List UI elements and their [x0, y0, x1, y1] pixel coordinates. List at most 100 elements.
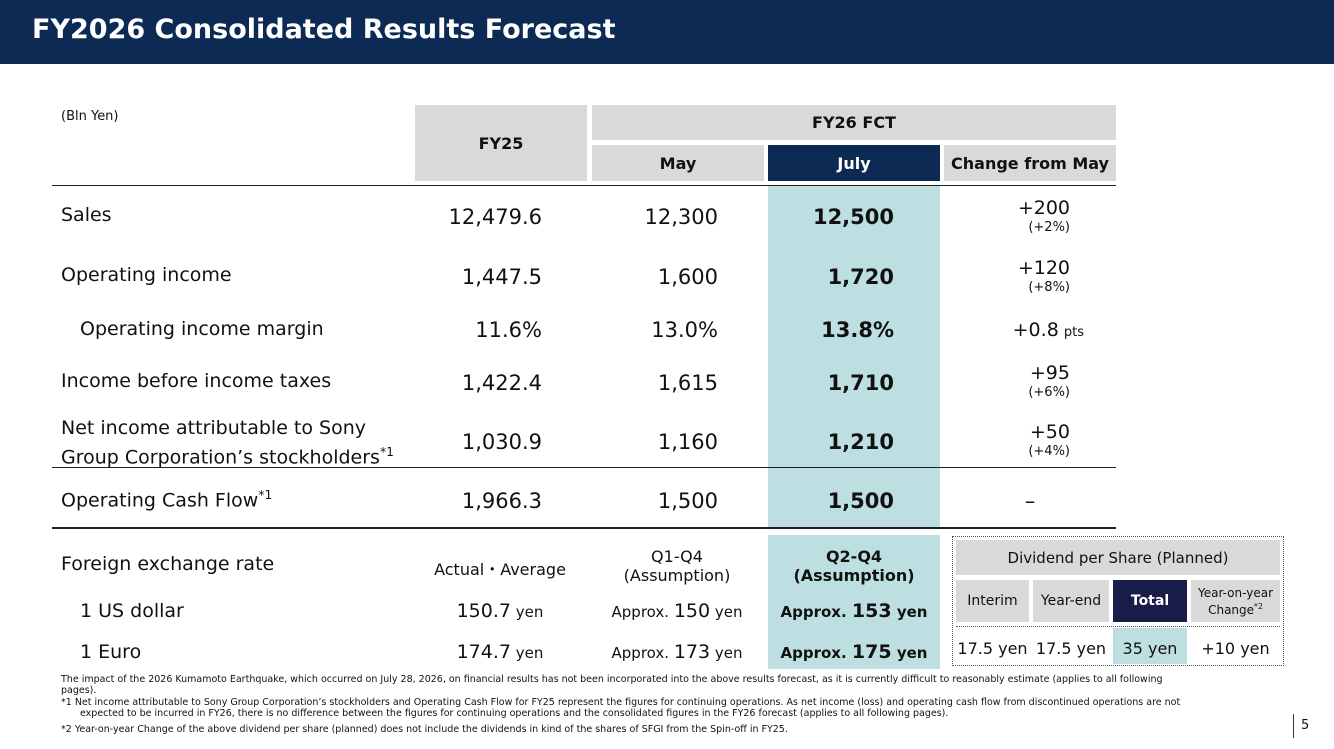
fx-usd-fy25-value: 150.7 [456, 600, 511, 622]
fx-usd-label: 1 US dollar [80, 600, 184, 622]
operating-margin-fy25: 11.6% [475, 318, 542, 342]
fx-usd-may-value: 150 [673, 600, 711, 622]
operating-income-change: +120 (+8%) [970, 257, 1070, 295]
operating-income-change-pct: (+8%) [1028, 280, 1070, 295]
approx-text: Approx. [780, 603, 847, 621]
header-fy26-fct: FY26 FCT [592, 105, 1116, 140]
fx-july-header-line1: Q2-Q4 [825, 547, 883, 566]
operating-margin-may: 13.0% [651, 318, 718, 342]
net-income-may: 1,160 [657, 430, 718, 454]
approx-text: Approx. [780, 644, 847, 662]
income-before-taxes-change-value: +95 [1029, 362, 1070, 384]
sales-change-pct: (+2%) [1028, 220, 1070, 235]
fx-fy25-header: Actual・Average [434, 560, 566, 579]
fx-usd-july: Approx. 153 yen [768, 600, 940, 622]
fx-usd-july-value: 153 [851, 600, 892, 622]
sales-change: +200 (+2%) [970, 197, 1070, 235]
operating-income-fy25: 1,447.5 [461, 265, 542, 289]
yen-unit: yen [714, 644, 743, 662]
operating-margin-change-value: +0.8 [1012, 319, 1059, 341]
fx-may-header: Q1-Q4 (Assumption) [600, 547, 754, 585]
dividend-total-highlight [1113, 628, 1187, 664]
fx-eur-may: Approx. 173 yen [600, 641, 754, 663]
header-fy25: FY25 [415, 105, 587, 181]
row-label-operating-cash-flow: Operating Cash Flow*1 [61, 488, 272, 511]
dividend-year-end-header: Year-end [1033, 580, 1109, 622]
dividend-year-end-value: 17.5 yen [1035, 639, 1107, 658]
approx-text: Approx. [611, 603, 670, 621]
fx-eur-fy25-value: 174.7 [456, 641, 511, 663]
fx-july-header: Q2-Q4 (Assumption) [768, 547, 940, 585]
july-column-highlight [768, 186, 940, 527]
dividend-interim-header: Interim [956, 580, 1029, 622]
net-income-footnote: *1 [379, 445, 394, 459]
income-before-taxes-may: 1,615 [657, 371, 718, 395]
header-may: May [592, 145, 764, 181]
unit-label: (Bln Yen) [61, 109, 119, 124]
fx-may-header-line2: (Assumption) [623, 566, 731, 585]
row-label-operating-income: Operating income [61, 264, 232, 286]
page-title: FY2026 Consolidated Results Forecast [32, 14, 616, 45]
sales-change-value: +200 [1017, 197, 1070, 219]
operating-cash-flow-may: 1,500 [657, 489, 718, 513]
fx-usd-may: Approx. 150 yen [600, 600, 754, 622]
fx-eur-label: 1 Euro [80, 641, 142, 663]
sales-may: 12,300 [644, 205, 718, 229]
sales-fy25: 12,479.6 [448, 205, 542, 229]
note-earthquake-cont: pages). [61, 685, 97, 696]
operating-margin-july: 13.8% [821, 318, 894, 342]
net-income-change: +50 (+4%) [970, 421, 1070, 459]
note-1-cont: expected to be incurred in FY26, there i… [80, 708, 949, 719]
table-mid-rule [52, 467, 1116, 468]
fx-eur-fy25: 174.7 yen [440, 641, 560, 663]
dividend-title: Dividend per Share (Planned) [956, 540, 1280, 575]
fx-may-header-line1: Q1-Q4 [651, 547, 703, 566]
income-before-taxes-change-pct: (+6%) [1028, 385, 1070, 400]
dividend-box [952, 536, 1284, 666]
operating-income-july: 1,720 [827, 265, 894, 289]
net-income-label-line2: Group Corporation’s stockholders [61, 446, 380, 469]
net-income-july: 1,210 [827, 430, 894, 454]
yen-unit: yen [714, 603, 743, 621]
fx-july-header-line2: (Assumption) [793, 566, 915, 585]
dividend-yoy-header: Year-on-year Change*2 [1191, 580, 1280, 622]
operating-cash-flow-july: 1,500 [827, 489, 894, 513]
table-bottom-rule [52, 527, 1116, 529]
dividend-yoy-value: +10 yen [1201, 639, 1270, 658]
net-income-change-value: +50 [1029, 421, 1070, 443]
yen-unit: yen [896, 644, 928, 662]
operating-income-may: 1,600 [657, 265, 718, 289]
dividend-interim-value: 17.5 yen [957, 639, 1028, 658]
dividend-yoy-line1: Year-on-year [1197, 585, 1274, 600]
fx-eur-may-value: 173 [673, 641, 711, 663]
net-income-label-line1: Net income attributable to Sony [61, 417, 367, 439]
row-label-operating-margin: Operating income margin [80, 318, 324, 340]
operating-cash-flow-fy25: 1,966.3 [461, 489, 542, 513]
yen-unit: yen [896, 603, 928, 621]
dividend-yoy-line2: Change [1208, 602, 1255, 617]
operating-cash-flow-label: Operating Cash Flow [61, 489, 259, 512]
note-1: *1 Net income attributable to Sony Group… [61, 697, 1181, 708]
row-label-sales: Sales [61, 204, 112, 226]
income-before-taxes-change: +95 (+6%) [970, 362, 1070, 400]
dividend-total-value: 35 yen [1122, 639, 1178, 658]
income-before-taxes-fy25: 1,422.4 [461, 371, 542, 395]
title-bar [0, 0, 1334, 64]
note-2: *2 Year-on-year Change of the above divi… [61, 724, 788, 735]
row-label-income-before-taxes: Income before income taxes [61, 370, 332, 392]
header-change-from-may: Change from May [944, 145, 1116, 181]
net-income-change-pct: (+4%) [1028, 444, 1070, 459]
operating-margin-change-unit: pts [1063, 325, 1084, 340]
operating-cash-flow-footnote: *1 [258, 488, 273, 502]
page-number-divider [1293, 714, 1294, 738]
row-label-net-income: Net income attributable to Sony Group Co… [61, 416, 394, 469]
income-before-taxes-july: 1,710 [827, 371, 894, 395]
fx-usd-fy25: 150.7 yen [440, 600, 560, 622]
page-number: 5 [1301, 718, 1310, 733]
dividend-divider [956, 626, 1280, 627]
net-income-fy25: 1,030.9 [461, 430, 542, 454]
yen-unit: yen [515, 603, 544, 621]
table-top-rule [52, 185, 1116, 186]
dividend-yoy-footnote: *2 [1254, 601, 1263, 611]
operating-margin-change: +0.8 pts [960, 319, 1084, 341]
